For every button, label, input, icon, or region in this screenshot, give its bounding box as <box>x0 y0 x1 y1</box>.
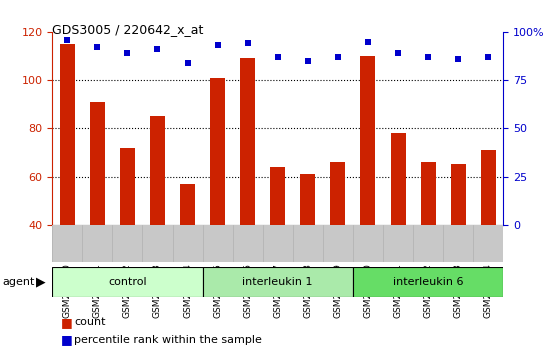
Point <box>183 60 192 65</box>
Text: ■: ■ <box>60 316 72 329</box>
Point <box>243 41 252 46</box>
Point <box>333 54 342 60</box>
Point <box>213 42 222 48</box>
Point <box>304 58 312 64</box>
Bar <box>300 174 315 225</box>
Text: ▶: ▶ <box>36 276 45 289</box>
Bar <box>421 162 436 225</box>
Bar <box>202 267 353 297</box>
Bar <box>120 148 135 225</box>
Bar <box>450 165 466 225</box>
Point <box>93 45 102 50</box>
Text: interleukin 1: interleukin 1 <box>243 277 313 287</box>
Bar <box>360 56 376 225</box>
Bar <box>353 267 503 297</box>
Bar <box>331 162 345 225</box>
Bar <box>240 58 255 225</box>
Point <box>63 37 72 42</box>
Text: control: control <box>108 277 147 287</box>
Point <box>153 46 162 52</box>
Text: interleukin 6: interleukin 6 <box>393 277 463 287</box>
Bar <box>150 116 165 225</box>
Bar <box>481 150 496 225</box>
Text: percentile rank within the sample: percentile rank within the sample <box>74 335 262 345</box>
Bar <box>390 133 405 225</box>
Bar <box>60 44 75 225</box>
Text: count: count <box>74 317 106 327</box>
Point <box>123 50 132 56</box>
Bar <box>52 267 202 297</box>
Text: agent: agent <box>3 277 35 287</box>
Point <box>364 39 372 44</box>
Point <box>394 50 403 56</box>
Bar <box>270 167 285 225</box>
Bar <box>90 102 105 225</box>
Point <box>484 54 493 60</box>
Bar <box>180 184 195 225</box>
Point <box>273 54 282 60</box>
Bar <box>210 78 225 225</box>
Point <box>454 56 463 62</box>
Text: GDS3005 / 220642_x_at: GDS3005 / 220642_x_at <box>52 23 204 36</box>
Point <box>424 54 432 60</box>
Text: ■: ■ <box>60 333 72 346</box>
